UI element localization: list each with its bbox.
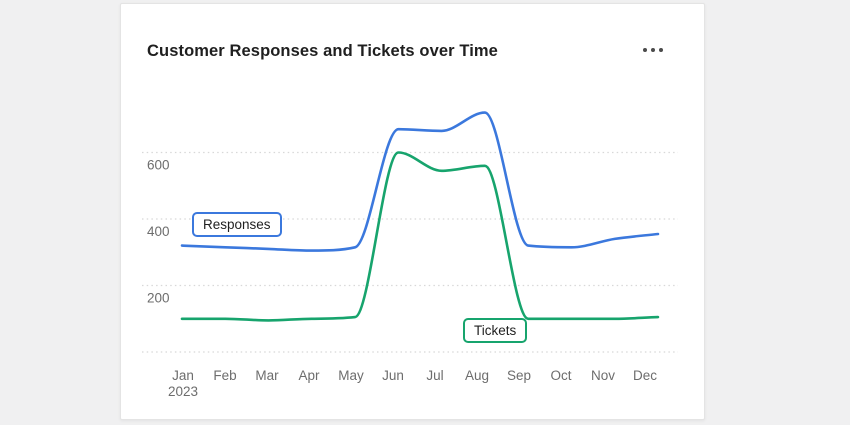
y-axis-tick-label: 200: [147, 291, 170, 306]
x-axis-year-label: 2023: [168, 384, 198, 399]
ellipsis-menu-icon: [650, 47, 656, 53]
x-axis-month-label: May: [338, 368, 364, 383]
x-axis-month-label: Feb: [213, 368, 236, 383]
tickets-series-line[interactable]: [180, 151, 660, 322]
x-axis-month-label: Oct: [550, 368, 571, 383]
tickets-series-label[interactable]: Tickets: [463, 318, 528, 343]
responses-series-label[interactable]: Responses: [192, 212, 282, 237]
x-axis-month-label: Apr: [298, 368, 320, 383]
chart-title: Customer Responses and Tickets over Time: [147, 42, 498, 60]
x-axis-month-label: Dec: [633, 368, 657, 383]
x-axis-month-label: Aug: [465, 368, 489, 383]
x-axis-month-label: Mar: [255, 368, 279, 383]
chart-widget-card: Customer Responses and Tickets over Time…: [120, 3, 705, 420]
x-axis-month-label: Nov: [591, 368, 615, 383]
ellipsis-menu-icon: [642, 47, 648, 53]
x-axis-month-label: Jun: [382, 368, 404, 383]
y-axis-tick-label: 400: [147, 224, 170, 239]
ellipsis-menu-icon: [658, 47, 664, 53]
y-axis-tick-label: 600: [147, 158, 170, 173]
responses-series-line[interactable]: [180, 111, 660, 252]
card-menu-button[interactable]: [640, 44, 666, 56]
x-axis-month-label: Sep: [507, 368, 531, 383]
line-chart: 600 400 200 Jan Feb Mar Apr May Jun Jul Aug Sep Oct N…: [142, 111, 678, 399]
x-axis-month-label: Jan: [172, 368, 194, 383]
x-axis-month-label: Jul: [426, 368, 443, 383]
